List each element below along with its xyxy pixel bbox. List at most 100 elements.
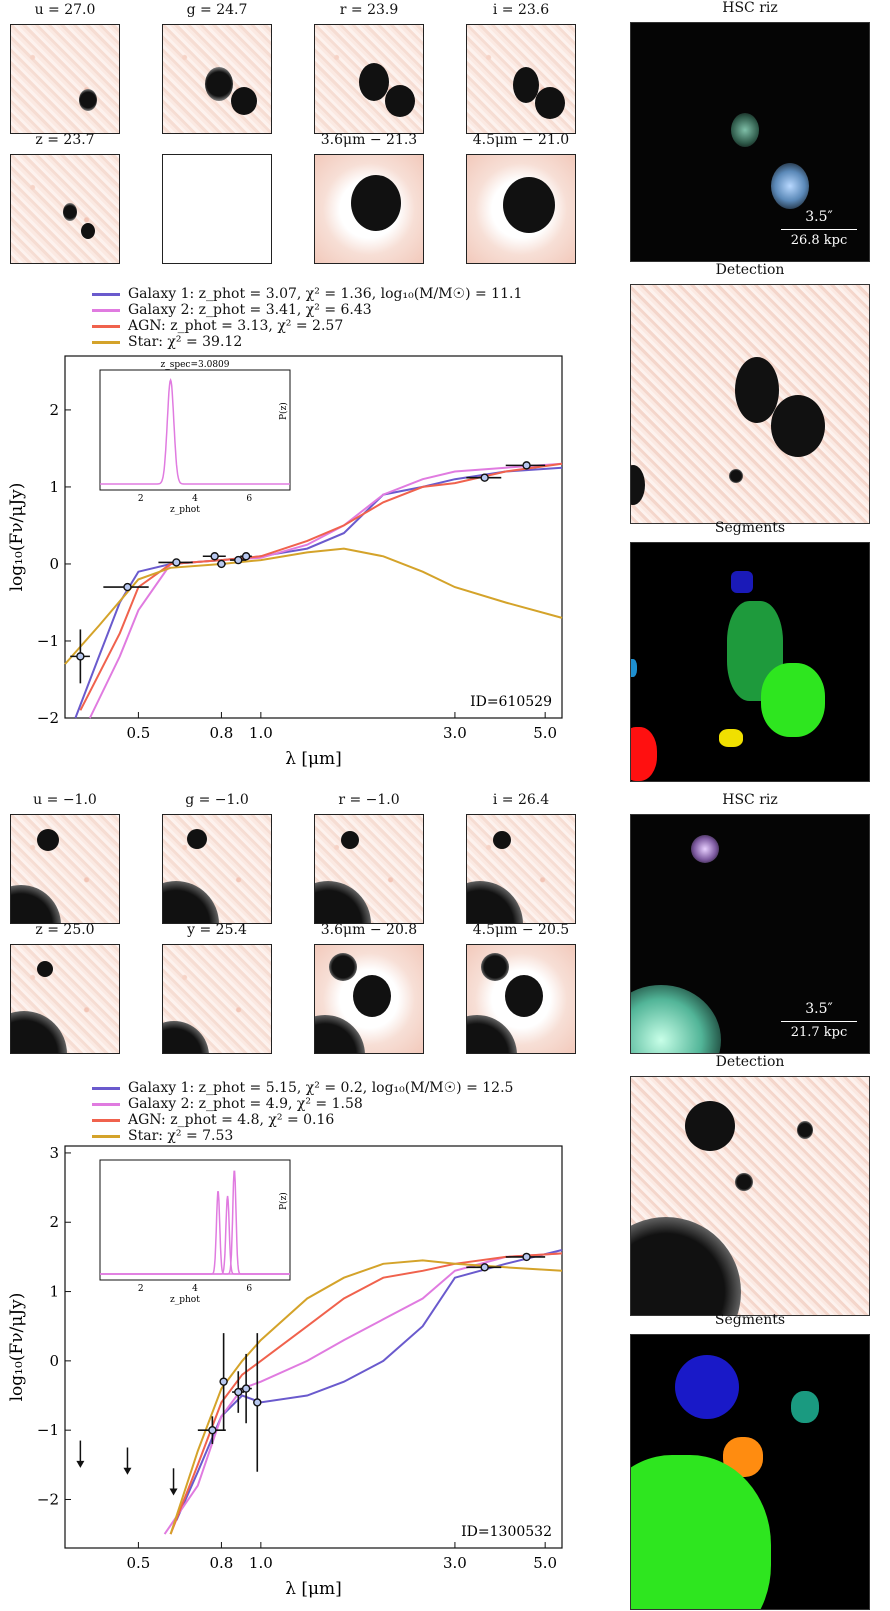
photometry-point [158, 558, 193, 567]
photometry-point [466, 473, 502, 482]
legend-text: Star: χ² = 7.53 [128, 1128, 234, 1144]
y-tick-label: 0 [49, 555, 59, 573]
legend-text: Galaxy 2: z_phot = 4.9, χ² = 1.58 [128, 1096, 363, 1112]
y-tick-label: 1 [49, 1283, 59, 1301]
x-axis-label: λ [μm] [285, 1579, 342, 1599]
x-tick-label: 0.8 [210, 724, 234, 742]
segmentation-map-top [630, 542, 870, 782]
legend-swatch [92, 1134, 120, 1138]
y-tick-label: −1 [37, 632, 59, 650]
series-line-galaxy-2 [89, 462, 563, 719]
stamp-u [10, 24, 120, 134]
stamp-label-g: g = 24.7 [186, 2, 248, 18]
data-marker [172, 558, 181, 567]
x-tick-label: 3.0 [443, 1554, 467, 1572]
y-tick-label: 1 [49, 478, 59, 496]
series-line-agn [169, 1252, 563, 1535]
hsc-rgb-image-bottom: 3.5″ 21.7 kpc [630, 814, 870, 1054]
arrow-head [123, 1467, 132, 1475]
scale-bar-arcsec: 3.5″ [805, 209, 833, 225]
photometry-point [70, 629, 90, 684]
data-marker [522, 1252, 531, 1262]
photometry-point [505, 1252, 546, 1262]
inset-y-label: P(z) [278, 402, 289, 420]
photometry-point [219, 1333, 228, 1431]
x-tick-label: 3.0 [443, 724, 467, 742]
legend-item: AGN: z_phot = 4.8, χ² = 0.16 [92, 1112, 513, 1128]
series-line-star [64, 547, 563, 665]
stamp-r [314, 24, 424, 134]
data-marker [208, 1425, 217, 1435]
data-marker [234, 555, 243, 565]
stamp-g [162, 814, 272, 924]
stamp-label-i: i = 26.4 [492, 792, 550, 808]
stamp-label-z: z = 25.0 [35, 922, 95, 938]
inset-x-tick-label: 4 [192, 1284, 198, 1294]
stamp-g [162, 24, 272, 134]
data-marker [217, 559, 226, 569]
upper-limit-arrow [169, 1468, 178, 1496]
x-tick-label: 1.0 [249, 724, 273, 742]
stamp-label-r: r = −1.0 [338, 792, 400, 808]
stamp-i [466, 24, 576, 134]
photometry-point [202, 552, 226, 561]
legend-swatch [92, 340, 120, 344]
object-id-label: ID=1300532 [461, 1524, 552, 1540]
photometry-point [240, 552, 252, 561]
legend-text: Galaxy 1: z_phot = 5.15, χ² = 0.2, log₁₀… [128, 1080, 514, 1096]
inset-x-tick-label: 6 [246, 1284, 252, 1294]
inset-x-tick-label: 2 [138, 494, 144, 504]
data-marker [522, 461, 531, 470]
data-marker [76, 652, 85, 661]
stamp-irac2 [466, 154, 576, 264]
x-tick-label: 5.0 [533, 724, 557, 742]
stamp-label-z: z = 23.7 [35, 132, 95, 148]
y-tick-label: −2 [37, 709, 59, 727]
stamp-label-irac2: 4.5μm − 20.5 [472, 922, 570, 938]
upper-limit-arrow [76, 1440, 85, 1468]
x-tick-label: 5.0 [533, 1554, 557, 1572]
stamp-y [162, 944, 272, 1054]
arrow-head [169, 1488, 178, 1496]
upper-limit-arrow [123, 1447, 132, 1475]
legend-item: Galaxy 2: z_phot = 4.9, χ² = 1.58 [92, 1096, 513, 1112]
rgb-title-bottom: HSC riz [722, 792, 778, 808]
legend-item: Galaxy 1: z_phot = 5.15, χ² = 0.2, log₁₀… [92, 1080, 513, 1096]
stamp-label-r: r = 23.9 [339, 2, 399, 18]
photometry-point [505, 461, 546, 470]
stamp-label-y: y = 25.4 [187, 922, 247, 938]
data-marker [480, 1263, 489, 1272]
detection-title-top: Detection [715, 262, 785, 278]
inset-frame [99, 369, 291, 491]
data-marker [234, 1387, 243, 1397]
data-marker [123, 582, 132, 592]
data-marker [241, 552, 251, 561]
legend-bottom: Galaxy 1: z_phot = 5.15, χ² = 0.2, log₁₀… [92, 1080, 513, 1144]
stamp-r [314, 814, 424, 924]
stamp-u [10, 814, 120, 924]
stamp-y-blank [162, 154, 272, 264]
stamp-irac2 [466, 944, 576, 1054]
sed-chart-top: 0.5 0.8 1.0 3.0 5.0 −2 −1 0 1 2 λ [μm] log₁₀(Fν/μJy… [7, 355, 563, 769]
legend-text: AGN: z_phot = 4.8, χ² = 0.16 [128, 1112, 335, 1128]
legend-swatch [92, 1118, 120, 1122]
legend-swatch [92, 1102, 120, 1106]
inset-x-tick-label: 2 [138, 1284, 144, 1294]
inset-y-label: P(z) [278, 1192, 289, 1210]
rgb-title-top: HSC riz [722, 0, 778, 16]
stamp-z [10, 944, 120, 1054]
legend-item: Star: χ² = 39.12 [92, 334, 522, 350]
legend-text: Star: χ² = 39.12 [128, 334, 243, 350]
detection-image-bottom [630, 1076, 870, 1316]
series-line-galaxy-2 [163, 1252, 563, 1535]
legend-text: Galaxy 2: z_phot = 3.41, χ² = 6.43 [128, 302, 372, 318]
y-tick-label: −2 [37, 1490, 59, 1508]
hsc-rgb-image-top: 3.5″ 26.8 kpc [630, 22, 870, 262]
inset-x-label: z_phot [170, 505, 200, 515]
y-axis-label: log₁₀(Fν/μJy) [7, 1293, 27, 1402]
stamp-irac1 [314, 944, 424, 1054]
x-tick-label: 0.5 [126, 724, 150, 742]
photometry-point [253, 1333, 262, 1472]
legend-item: Galaxy 2: z_phot = 3.41, χ² = 6.43 [92, 302, 522, 318]
legend-item: Star: χ² = 7.53 [92, 1128, 513, 1144]
